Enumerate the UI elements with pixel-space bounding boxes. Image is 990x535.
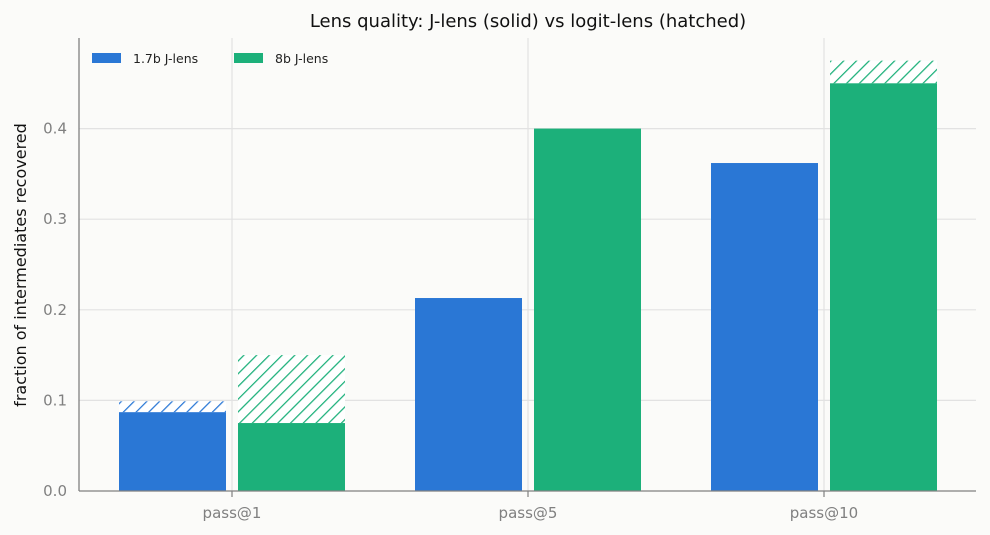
j-lens-bar bbox=[415, 298, 522, 491]
j-lens-bar bbox=[711, 163, 818, 491]
y-tick-label: 0.2 bbox=[43, 301, 67, 319]
y-tick-label: 0.0 bbox=[43, 482, 67, 500]
legend-label-1.7b: 1.7b J-lens bbox=[133, 51, 198, 66]
j-lens-bar bbox=[119, 412, 226, 491]
y-tick-label: 0.1 bbox=[43, 391, 67, 409]
j-lens-bar bbox=[534, 128, 641, 491]
y-tick-label: 0.4 bbox=[43, 120, 67, 138]
y-tick-label: 0.3 bbox=[43, 210, 67, 228]
x-tick-label: pass@10 bbox=[790, 504, 858, 522]
legend-label-8b: 8b J-lens bbox=[275, 51, 328, 66]
logit-lens-bar bbox=[238, 355, 345, 424]
x-tick-label: pass@1 bbox=[203, 504, 262, 522]
logit-lens-bar bbox=[119, 401, 226, 413]
chart-title: Lens quality: J-lens (solid) vs logit-le… bbox=[310, 11, 746, 32]
y-axis-label: fraction of intermediates recovered bbox=[11, 123, 30, 407]
x-tick-label: pass@5 bbox=[499, 504, 558, 522]
logit-lens-bar bbox=[830, 60, 937, 84]
axes: 0.0 0.1 0.2 0.3 0.4 pass@1 pass@5 pass@10 bbox=[43, 38, 976, 522]
bars bbox=[119, 60, 937, 492]
j-lens-bar bbox=[830, 83, 937, 492]
legend-swatch-1.7b bbox=[92, 53, 121, 63]
legend: 1.7b J-lens 8b J-lens bbox=[92, 51, 328, 66]
j-lens-bar bbox=[238, 423, 345, 491]
grid bbox=[79, 38, 976, 491]
legend-swatch-8b bbox=[234, 53, 263, 63]
